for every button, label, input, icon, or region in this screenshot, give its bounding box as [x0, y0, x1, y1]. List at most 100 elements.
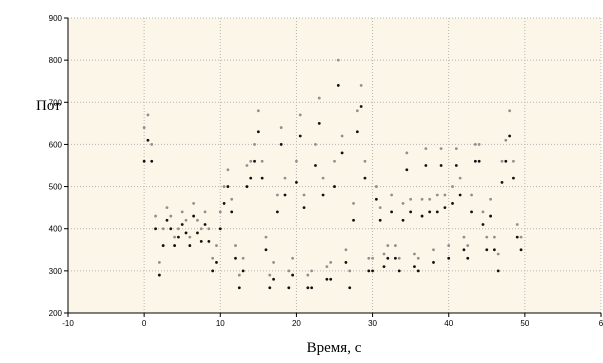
data-point	[291, 273, 295, 277]
series-1	[142, 84, 523, 290]
data-point	[439, 147, 443, 151]
data-point	[295, 159, 298, 163]
data-point	[443, 193, 447, 197]
data-point	[435, 193, 439, 197]
data-point	[218, 210, 222, 214]
data-point	[188, 244, 192, 247]
y-tick-label: 300	[49, 267, 63, 276]
data-point	[173, 235, 177, 239]
data-point	[496, 269, 500, 273]
data-point	[401, 218, 405, 222]
data-point	[222, 202, 226, 205]
y-tick-label: 200	[49, 309, 63, 318]
data-point	[279, 126, 283, 129]
data-point	[249, 159, 253, 163]
data-point	[234, 244, 237, 247]
x-tick-label: 50	[520, 319, 529, 328]
data-point	[203, 223, 207, 226]
data-point	[382, 252, 386, 256]
data-point	[157, 273, 161, 277]
data-point	[420, 197, 424, 201]
data-point	[367, 269, 371, 273]
data-point	[397, 269, 401, 273]
data-point	[428, 197, 432, 201]
data-point	[386, 244, 390, 247]
data-point	[378, 206, 382, 210]
y-tick-label: 600	[49, 140, 63, 149]
data-point	[352, 202, 355, 205]
data-point	[169, 227, 173, 231]
data-point	[382, 265, 386, 269]
data-point	[184, 231, 188, 235]
x-tick-label: -10	[62, 319, 74, 328]
data-point	[161, 227, 165, 231]
data-point	[378, 218, 382, 222]
data-point	[215, 244, 218, 247]
data-point	[287, 269, 291, 273]
data-point	[336, 84, 340, 87]
data-point	[355, 130, 359, 134]
data-point	[432, 248, 435, 252]
data-point	[344, 261, 348, 264]
data-point	[519, 235, 523, 239]
data-point	[317, 96, 321, 100]
data-point	[180, 223, 184, 226]
data-point	[363, 159, 367, 163]
data-point	[154, 227, 157, 231]
data-point	[298, 113, 302, 117]
data-point	[470, 210, 473, 214]
data-point	[462, 248, 466, 252]
data-point	[295, 180, 298, 184]
x-axis-ticks: -10 0 10 20 30 40 50 6	[62, 313, 603, 328]
data-point	[489, 197, 492, 201]
data-point	[451, 185, 454, 188]
data-point	[359, 84, 363, 87]
data-point	[196, 218, 199, 222]
data-point	[150, 159, 154, 163]
data-point	[466, 244, 470, 247]
data-point	[485, 248, 489, 252]
data-point	[409, 197, 413, 201]
data-point	[512, 159, 515, 163]
data-point	[504, 159, 508, 163]
data-point	[458, 193, 462, 197]
data-point	[306, 273, 310, 277]
data-point	[298, 134, 302, 138]
data-point	[203, 210, 207, 214]
data-point	[481, 223, 485, 226]
data-point	[245, 185, 249, 188]
y-axis-label: Пот	[36, 98, 61, 114]
data-point	[314, 143, 317, 146]
x-axis-label: Время, с	[307, 340, 362, 356]
data-point	[466, 256, 470, 260]
data-point	[207, 239, 211, 243]
data-point	[348, 286, 352, 290]
data-point	[272, 261, 275, 264]
data-point	[477, 159, 481, 163]
data-point	[287, 286, 291, 290]
data-point	[390, 193, 394, 197]
data-point	[485, 235, 489, 239]
data-point	[481, 210, 485, 214]
data-point	[451, 202, 454, 205]
data-point	[416, 269, 420, 273]
data-point	[512, 176, 515, 180]
data-point	[260, 176, 264, 180]
grid	[67, 17, 602, 314]
data-point	[218, 227, 222, 231]
data-point	[447, 256, 451, 260]
data-point	[397, 256, 401, 260]
data-point	[386, 256, 390, 260]
data-point	[230, 210, 234, 214]
data-point	[447, 244, 451, 247]
data-point	[230, 197, 234, 201]
data-point	[226, 185, 230, 188]
data-point	[405, 168, 409, 172]
data-point	[355, 109, 359, 113]
data-point	[264, 248, 268, 252]
data-point	[333, 185, 336, 188]
data-point	[215, 261, 218, 264]
data-point	[253, 159, 256, 163]
data-point	[283, 176, 287, 180]
